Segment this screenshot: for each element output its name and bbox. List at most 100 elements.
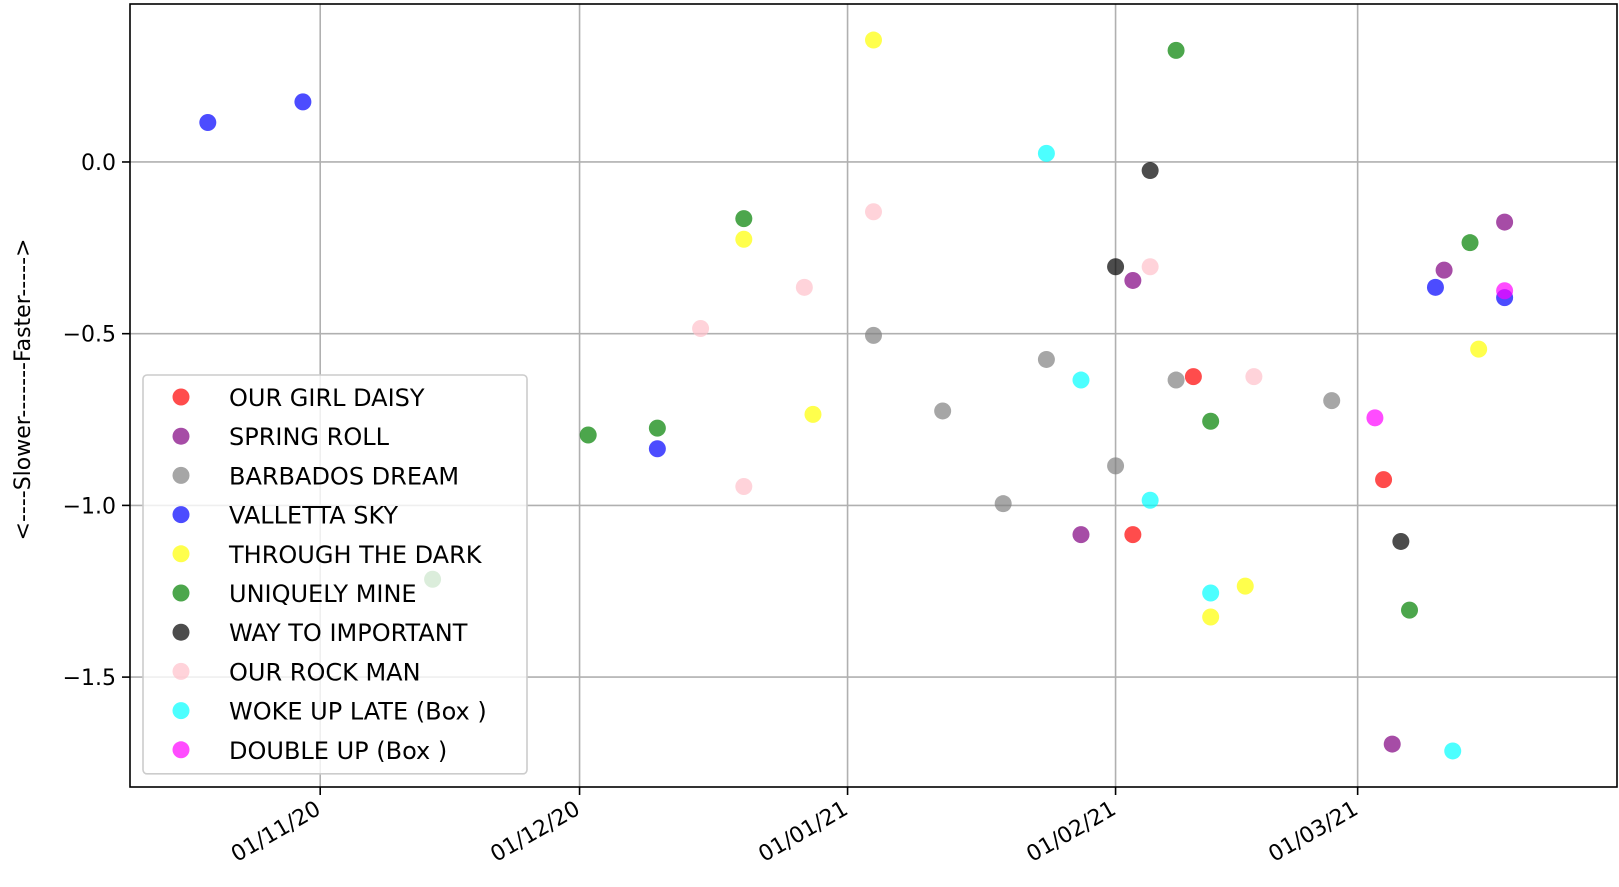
data-point xyxy=(1444,742,1462,760)
data-point xyxy=(1072,371,1090,389)
legend-label: OUR ROCK MAN xyxy=(229,658,421,686)
legend-label: THROUGH THE DARK xyxy=(228,541,483,569)
data-point xyxy=(865,31,882,49)
data-point xyxy=(692,320,710,338)
data-point xyxy=(1141,162,1159,180)
plot-frame xyxy=(129,3,1618,788)
data-point xyxy=(1392,532,1410,550)
data-point xyxy=(294,93,312,111)
data-point xyxy=(1107,258,1125,276)
data-point xyxy=(795,278,813,296)
legend: OUR GIRL DAISY SPRING ROLL BARBADOS DREAM V… xyxy=(142,374,528,775)
legend-marker xyxy=(172,702,190,720)
series-9 xyxy=(1366,282,1514,427)
data-point xyxy=(648,440,666,458)
legend-item: OUR ROCK MAN xyxy=(172,658,421,686)
data-point xyxy=(199,113,217,131)
series-4 xyxy=(735,31,1488,626)
x-tick-label: 01/02/21 xyxy=(1022,797,1120,868)
data-point xyxy=(1375,471,1393,489)
data-point xyxy=(1461,234,1479,252)
data-point xyxy=(1323,392,1341,410)
data-point xyxy=(1245,368,1263,386)
legend-item: THROUGH THE DARK xyxy=(172,541,483,569)
series-6 xyxy=(1107,162,1410,550)
data-point xyxy=(804,405,822,423)
x-tick-label: 01/12/20 xyxy=(486,797,584,868)
legend-label: VALLETTA SKY xyxy=(229,502,398,530)
legend-label: UNIQUELY MINE xyxy=(229,580,417,608)
legend-item: DOUBLE UP (Box ) xyxy=(172,737,447,765)
data-point xyxy=(1124,271,1142,289)
data-point xyxy=(1202,584,1220,602)
legend-marker xyxy=(172,662,190,680)
legend-label: SPRING ROLL xyxy=(229,423,390,451)
series-5 xyxy=(424,41,1479,619)
data-point xyxy=(1167,371,1185,389)
data-point xyxy=(1167,41,1185,59)
data-point xyxy=(1107,457,1125,475)
data-point xyxy=(1435,261,1453,279)
data-point xyxy=(934,402,952,420)
data-point xyxy=(1202,412,1220,430)
legend-marker xyxy=(172,584,190,602)
data-point xyxy=(1401,601,1419,619)
legend-item: VALLETTA SKY xyxy=(172,502,398,530)
legend-label: DOUBLE UP (Box ) xyxy=(229,737,447,765)
data-point xyxy=(1072,526,1090,544)
y-tick-label: −1.0 xyxy=(63,494,116,519)
y-tick-label: 0.0 xyxy=(81,151,116,176)
data-point xyxy=(1037,144,1055,162)
legend-item: SPRING ROLL xyxy=(172,423,390,451)
legend-marker xyxy=(172,388,190,406)
series-8 xyxy=(1037,144,1462,760)
x-tick-label: 01/01/21 xyxy=(754,797,852,868)
data-point xyxy=(735,230,753,248)
data-points xyxy=(199,31,1514,760)
data-point xyxy=(1366,409,1384,427)
data-point xyxy=(648,419,666,437)
legend-marker xyxy=(172,506,190,524)
y-axis-label: <----Slower-------Faster-----> xyxy=(11,239,36,541)
legend-box xyxy=(142,374,528,775)
data-point xyxy=(1124,526,1142,544)
data-point xyxy=(1141,258,1159,276)
legend-item: BARBADOS DREAM xyxy=(172,462,459,490)
data-point xyxy=(1496,282,1514,300)
legend-label: WAY TO IMPORTANT xyxy=(229,619,468,647)
series-1 xyxy=(1072,213,1514,753)
data-point xyxy=(1470,340,1488,358)
legend-item: WAY TO IMPORTANT xyxy=(172,619,468,647)
data-point xyxy=(579,426,597,444)
x-tick-label: 01/11/20 xyxy=(227,797,325,868)
data-point xyxy=(1141,491,1159,509)
legend-label: OUR GIRL DAISY xyxy=(229,384,425,412)
legend-marker xyxy=(172,623,190,641)
data-point xyxy=(865,326,882,344)
legend-marker xyxy=(172,427,190,445)
data-point xyxy=(865,203,882,221)
legend-item: UNIQUELY MINE xyxy=(172,580,417,608)
x-tick-label: 01/03/21 xyxy=(1265,797,1363,868)
data-point xyxy=(1383,735,1401,753)
data-point xyxy=(1037,350,1055,368)
y-tick-label: −0.5 xyxy=(63,323,116,348)
series-7 xyxy=(692,203,1263,496)
legend-marker xyxy=(172,545,190,563)
legend-label: BARBADOS DREAM xyxy=(229,462,459,490)
y-tick-label: −1.5 xyxy=(63,666,116,691)
legend-marker xyxy=(172,466,190,484)
series-2 xyxy=(865,326,1341,513)
data-point xyxy=(735,210,753,228)
series-0 xyxy=(1124,368,1393,544)
data-point xyxy=(735,478,753,496)
data-point xyxy=(1426,278,1444,296)
legend-item: WOKE UP LATE (Box ) xyxy=(172,698,487,726)
data-point xyxy=(1496,213,1514,231)
legend-marker xyxy=(172,741,190,759)
data-point xyxy=(1236,577,1254,595)
legend-label: WOKE UP LATE (Box ) xyxy=(229,698,487,726)
legend-item: OUR GIRL DAISY xyxy=(172,384,425,412)
data-point xyxy=(1202,608,1220,626)
